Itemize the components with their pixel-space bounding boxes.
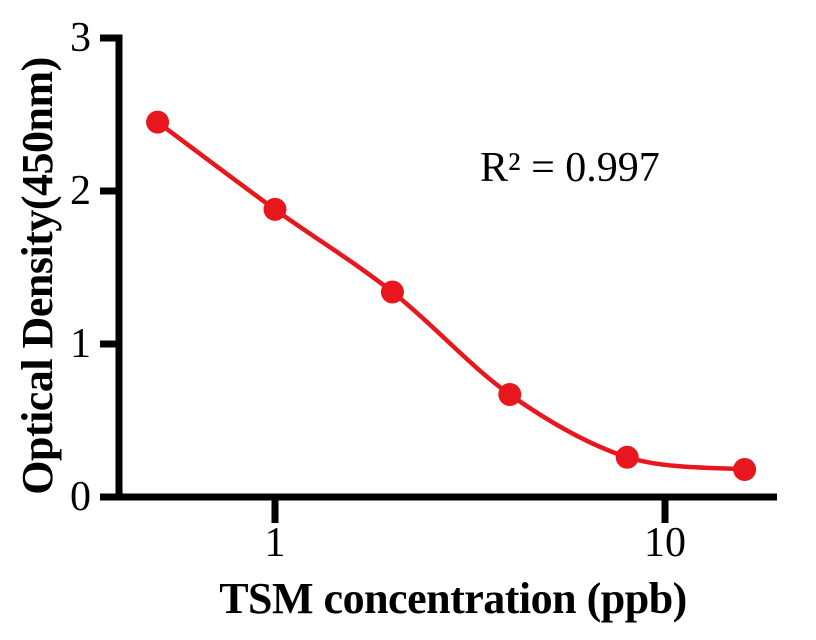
data-points bbox=[146, 110, 757, 481]
r-squared-annotation: R² = 0.997 bbox=[480, 145, 660, 191]
x-tick-label: 10 bbox=[644, 520, 686, 566]
y-axis-title: Optical Density(450nm) bbox=[13, 57, 62, 495]
x-axis-title: TSM concentration (ppb) bbox=[219, 574, 687, 623]
y-tick-label: 2 bbox=[70, 168, 91, 214]
data-point bbox=[733, 458, 757, 481]
data-point bbox=[263, 197, 287, 221]
data-point bbox=[146, 110, 170, 134]
data-point bbox=[380, 280, 404, 304]
y-tick-label: 3 bbox=[70, 15, 91, 61]
x-tick-label: 1 bbox=[264, 520, 286, 566]
y-tick-label: 1 bbox=[70, 321, 91, 367]
y-tick-label: 0 bbox=[70, 474, 91, 520]
data-point bbox=[498, 383, 522, 406]
tick-marks bbox=[100, 34, 669, 523]
data-point bbox=[615, 445, 639, 469]
